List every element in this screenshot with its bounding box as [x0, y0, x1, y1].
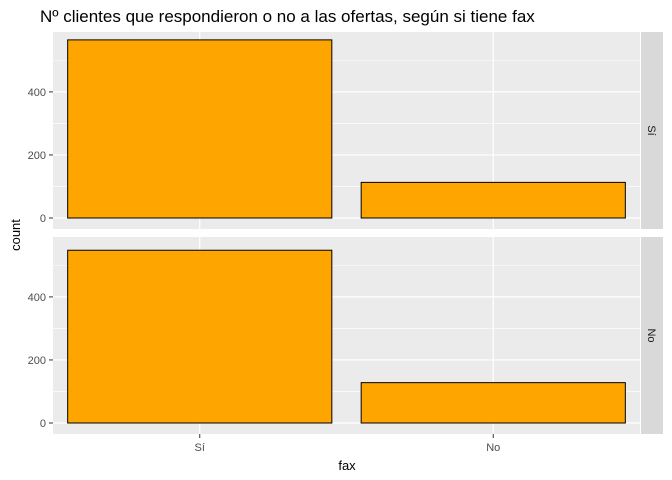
facet-strip — [641, 32, 663, 229]
y-tick-label: 400 — [28, 87, 46, 99]
facet-panel-1: 0 200 400 No — [28, 237, 663, 434]
y-tick-label: 200 — [28, 355, 46, 367]
y-tick-label: 400 — [28, 292, 46, 304]
y-axis-title: count — [8, 219, 23, 251]
y-tick-label: 0 — [40, 418, 46, 430]
bar-no-facet-1 — [360, 382, 626, 424]
bar-sí-facet-0 — [67, 39, 333, 219]
bar-no-facet-0 — [360, 181, 626, 219]
x-tick-label: No — [486, 442, 500, 454]
facet-strip-label: No — [645, 328, 657, 342]
facet-strip-label: Sí — [645, 125, 657, 135]
facet-strip — [641, 237, 663, 434]
facet-panel-0: 0 200 400 Sí — [28, 32, 663, 229]
y-tick-label: 200 — [28, 150, 46, 162]
x-axis-title: fax — [338, 458, 356, 473]
bar-sí-facet-1 — [67, 249, 333, 424]
x-axis: Sí No — [195, 434, 500, 454]
x-tick-label: Sí — [195, 442, 205, 454]
chart-title: Nº clientes que respondieron o no a las … — [40, 7, 535, 26]
facet-panels: 0 200 400 Sí 0 200 400 No Sí No — [28, 32, 663, 454]
y-tick-label: 0 — [40, 213, 46, 225]
